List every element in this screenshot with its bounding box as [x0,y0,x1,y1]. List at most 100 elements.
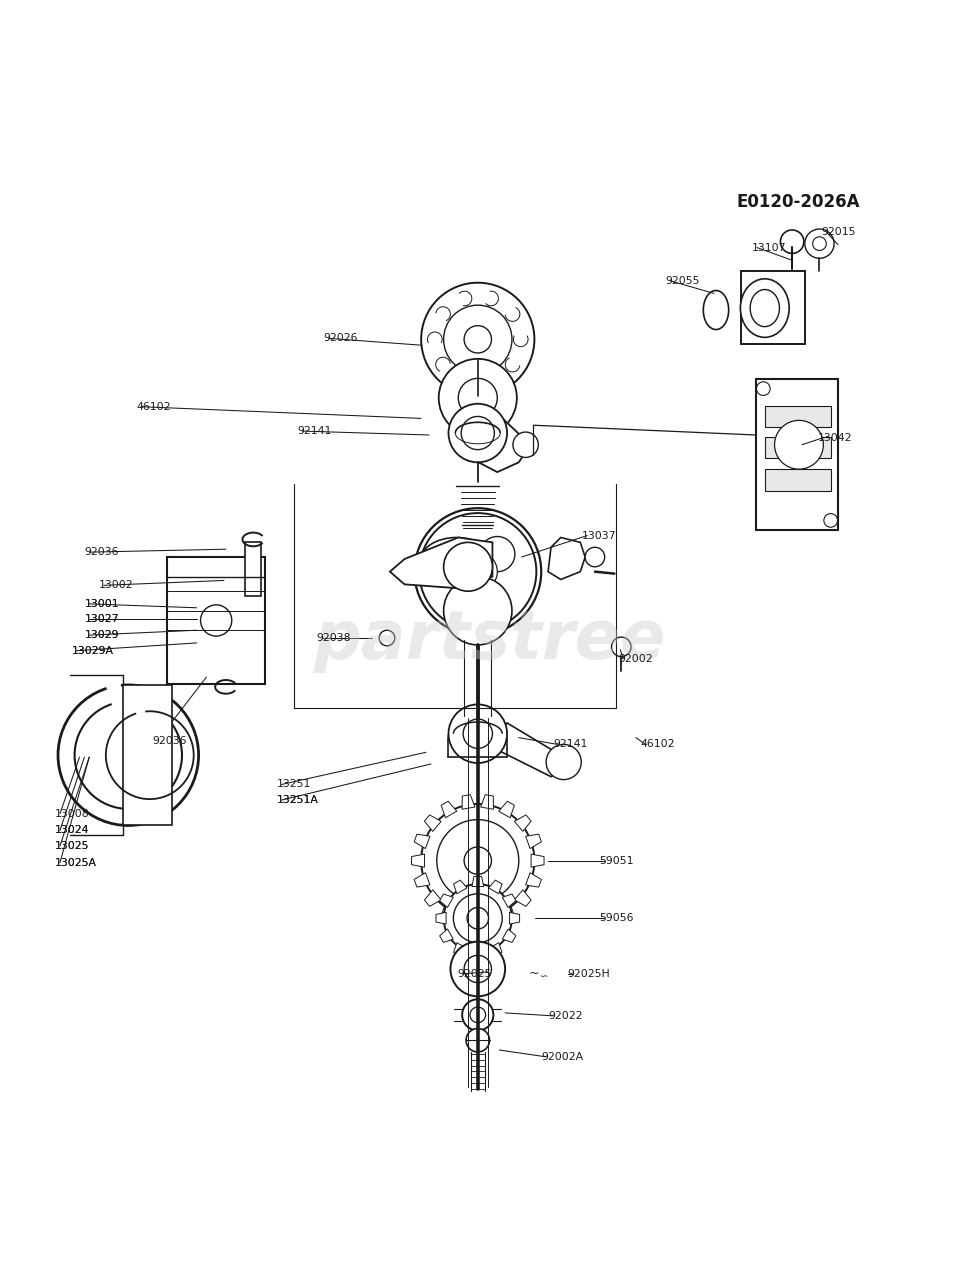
Circle shape [448,403,507,462]
Text: 13025: 13025 [55,841,90,851]
Polygon shape [525,873,541,887]
Text: 92036: 92036 [153,736,187,745]
Polygon shape [480,911,493,927]
Polygon shape [472,411,530,472]
Polygon shape [548,538,585,580]
Circle shape [466,1029,489,1052]
Circle shape [479,536,514,572]
Circle shape [458,379,497,417]
Text: 13251: 13251 [277,780,311,790]
Circle shape [611,637,631,657]
Polygon shape [471,950,483,960]
Circle shape [438,358,516,436]
Text: 92036: 92036 [84,547,118,557]
Polygon shape [435,913,446,924]
Circle shape [414,508,541,635]
Circle shape [512,433,538,457]
Circle shape [464,325,491,353]
Circle shape [585,548,604,567]
Text: 13029: 13029 [84,630,118,640]
Text: 92141: 92141 [553,740,587,750]
Bar [765,436,830,458]
Text: 13037: 13037 [582,530,616,540]
Text: 46102: 46102 [136,402,170,412]
Text: 13025A: 13025A [55,858,97,868]
Circle shape [200,605,232,636]
Text: 13008: 13008 [55,809,90,819]
Circle shape [453,893,502,942]
Text: partstree: partstree [313,607,665,673]
Text: 13001: 13001 [84,599,119,609]
Text: 13029: 13029 [84,630,118,640]
Polygon shape [525,835,541,849]
Circle shape [469,1007,485,1023]
Polygon shape [498,801,513,818]
Text: 13029A: 13029A [71,645,113,655]
Polygon shape [462,911,474,927]
Wedge shape [136,709,150,755]
Polygon shape [487,723,565,777]
Polygon shape [462,795,474,809]
Circle shape [462,1000,493,1030]
Circle shape [546,745,581,780]
Wedge shape [111,700,128,755]
Text: 13027: 13027 [84,614,118,625]
Circle shape [464,847,491,874]
Polygon shape [441,801,457,818]
Wedge shape [106,684,128,755]
Text: 92026: 92026 [323,333,358,343]
Polygon shape [389,538,492,589]
Bar [740,271,804,344]
Text: 13025: 13025 [55,841,90,851]
Circle shape [436,819,518,901]
Text: 92025: 92025 [457,969,491,979]
Text: 92025H: 92025H [567,969,609,979]
Bar [167,557,265,684]
Circle shape [464,955,491,983]
Polygon shape [453,881,467,893]
Circle shape [461,416,494,449]
Circle shape [823,513,836,527]
Polygon shape [509,913,519,924]
Bar [755,379,837,530]
Polygon shape [424,890,441,906]
Circle shape [443,305,511,374]
Polygon shape [513,890,531,906]
Ellipse shape [420,538,492,586]
Circle shape [443,543,492,591]
Circle shape [458,552,497,591]
Text: 46102: 46102 [641,740,675,750]
Ellipse shape [749,289,778,326]
Polygon shape [498,904,513,920]
Polygon shape [453,943,467,956]
Bar [765,406,830,428]
Polygon shape [424,815,441,832]
Bar [245,543,261,596]
Text: 59056: 59056 [599,913,633,923]
Circle shape [443,576,511,645]
Text: 92038: 92038 [317,634,351,643]
Polygon shape [471,877,483,887]
Text: E0120-2026A: E0120-2026A [736,193,860,211]
Text: 13025A: 13025A [55,858,97,868]
Text: 13029A: 13029A [71,645,113,655]
Polygon shape [411,854,424,867]
Text: 92055: 92055 [664,275,699,285]
Polygon shape [441,904,457,920]
Polygon shape [414,835,429,849]
Circle shape [774,420,822,470]
Text: 92141: 92141 [297,426,332,436]
Polygon shape [502,929,515,942]
Polygon shape [439,929,453,942]
Text: 92002: 92002 [618,654,652,663]
Polygon shape [480,795,493,809]
Circle shape [421,804,534,918]
Text: 13027: 13027 [84,614,118,625]
Circle shape [421,283,534,396]
Circle shape [460,721,495,755]
Circle shape [450,942,505,996]
Text: 13024: 13024 [55,826,90,836]
Text: 92022: 92022 [548,1011,582,1021]
Text: 13251A: 13251A [277,795,318,805]
Text: 13042: 13042 [817,433,851,443]
